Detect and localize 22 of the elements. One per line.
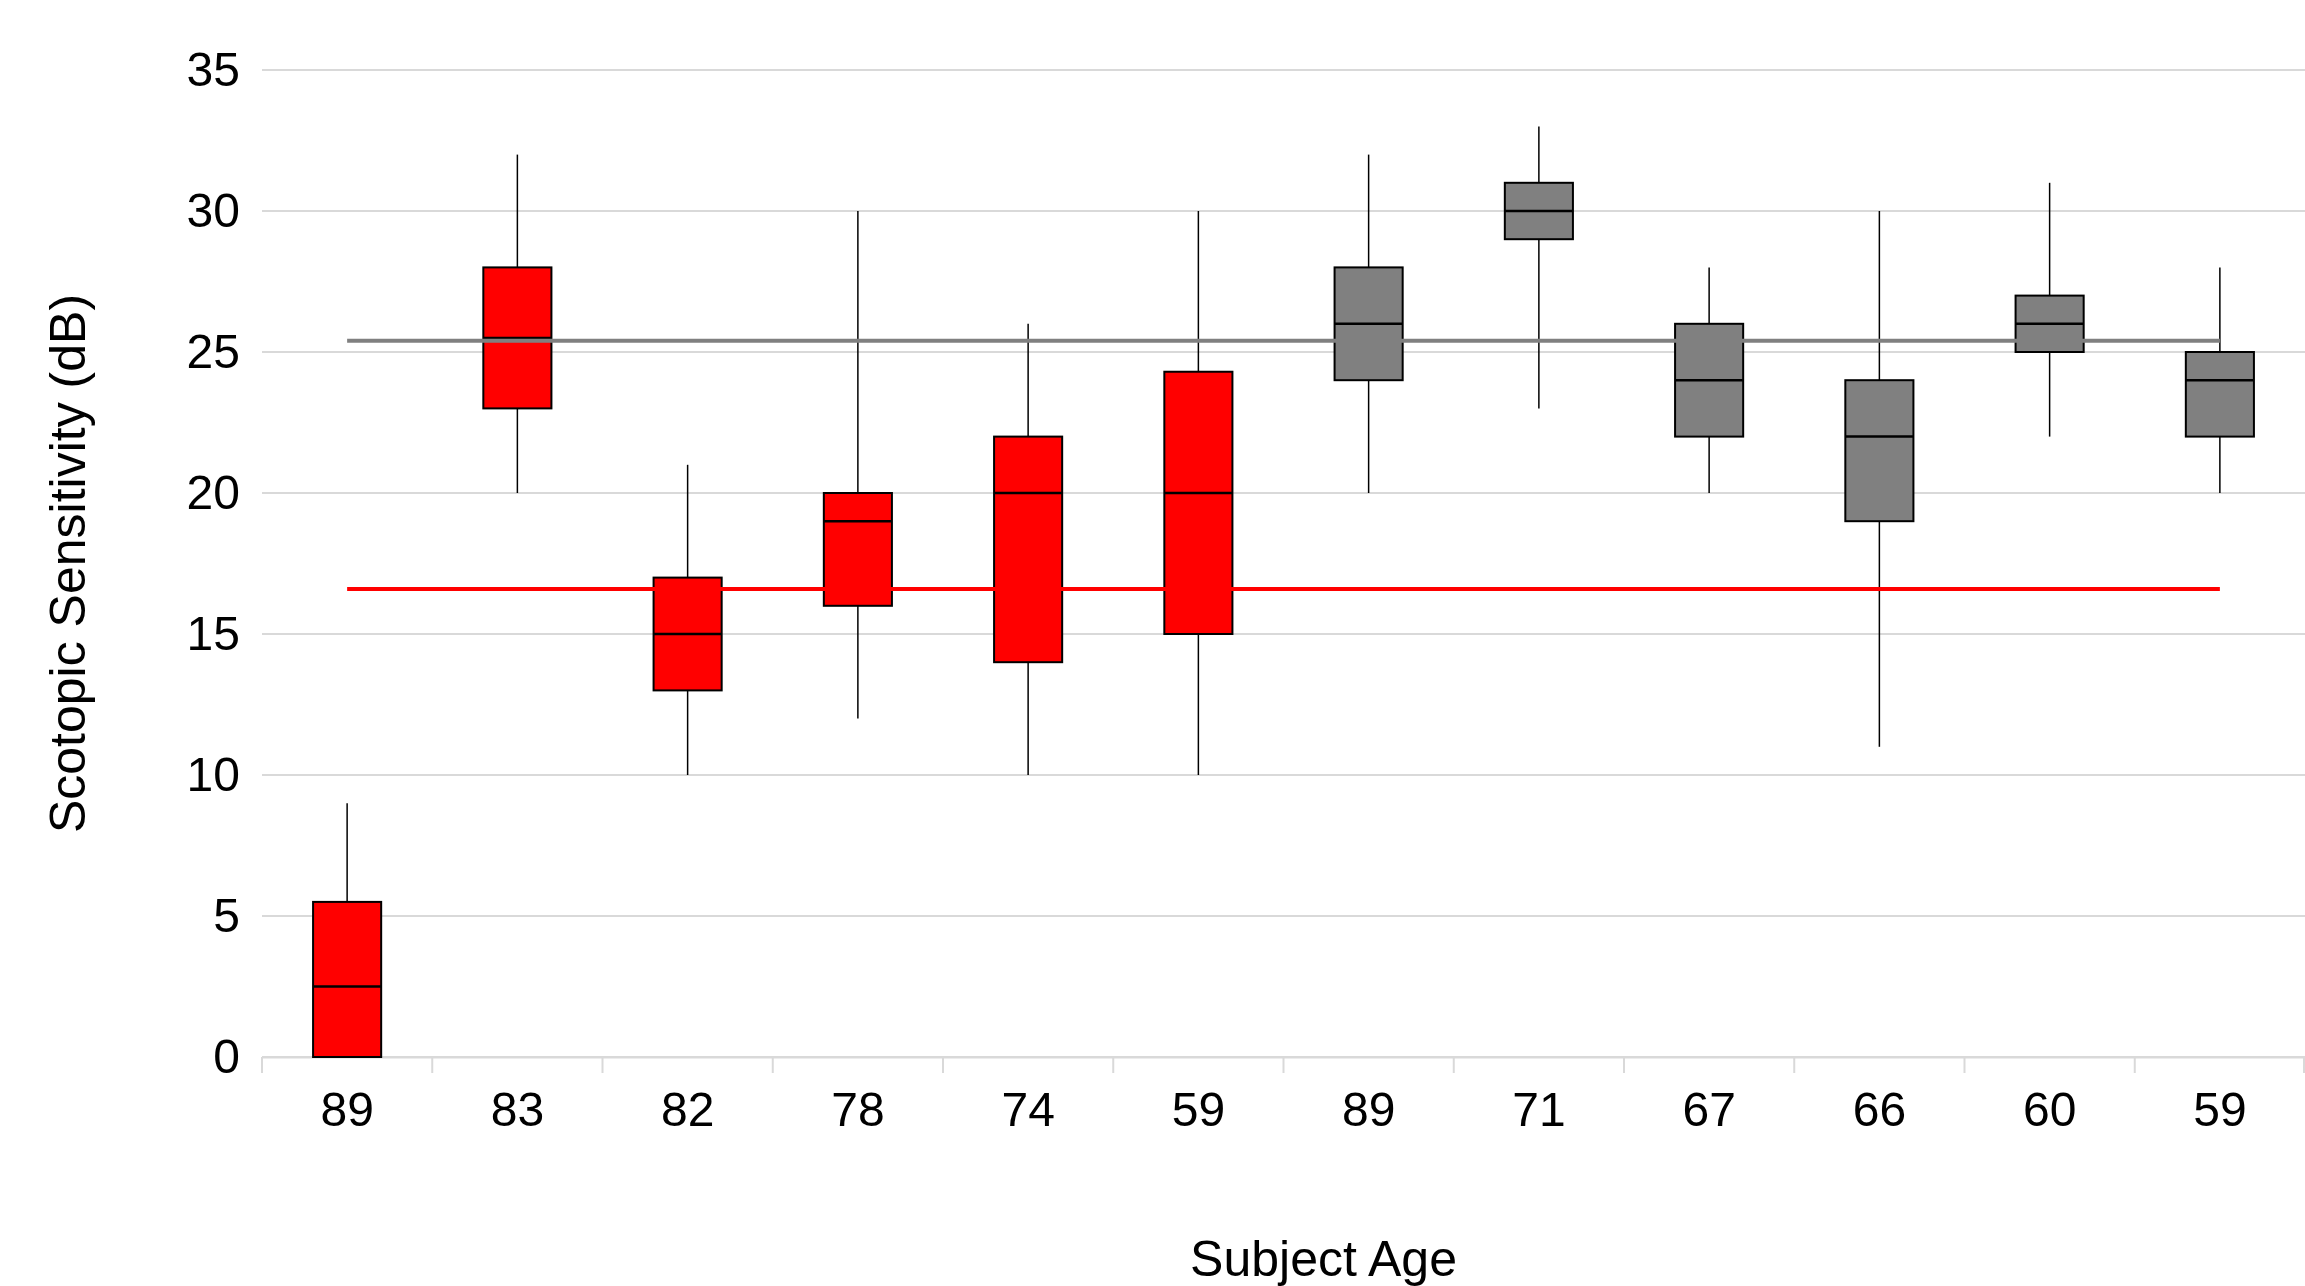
x-tick-label: 59 [2193, 1083, 2247, 1137]
x-tick-label: 89 [320, 1083, 374, 1137]
y-tick-label: 15 [186, 606, 240, 660]
y-tick-label: 10 [186, 747, 240, 801]
x-tick-label: 82 [660, 1083, 715, 1137]
x-tick-label: 78 [831, 1083, 885, 1137]
x-tick-label: 66 [1852, 1083, 1907, 1137]
y-tick-label: 0 [213, 1029, 240, 1083]
y-tick-label: 35 [186, 42, 240, 96]
x-tick-label: 71 [1512, 1083, 1566, 1137]
x-tick-label: 59 [1171, 1083, 1226, 1137]
y-tick-label: 25 [186, 324, 240, 378]
x-tick-label: 74 [1001, 1083, 1055, 1137]
x-tick-label: 67 [1682, 1083, 1736, 1137]
x-tick-label: 60 [2022, 1083, 2077, 1137]
y-tick-label: 20 [186, 465, 240, 519]
y-tick-label: 5 [213, 888, 240, 942]
x-tick-label: 83 [490, 1083, 545, 1137]
x-axis-title: Subject Age [1190, 1231, 1457, 1286]
y-axis-title: Scotopic Sensitivity (dB) [40, 293, 96, 834]
y-tick-label: 30 [186, 183, 240, 237]
x-tick-label: 89 [1341, 1083, 1396, 1137]
